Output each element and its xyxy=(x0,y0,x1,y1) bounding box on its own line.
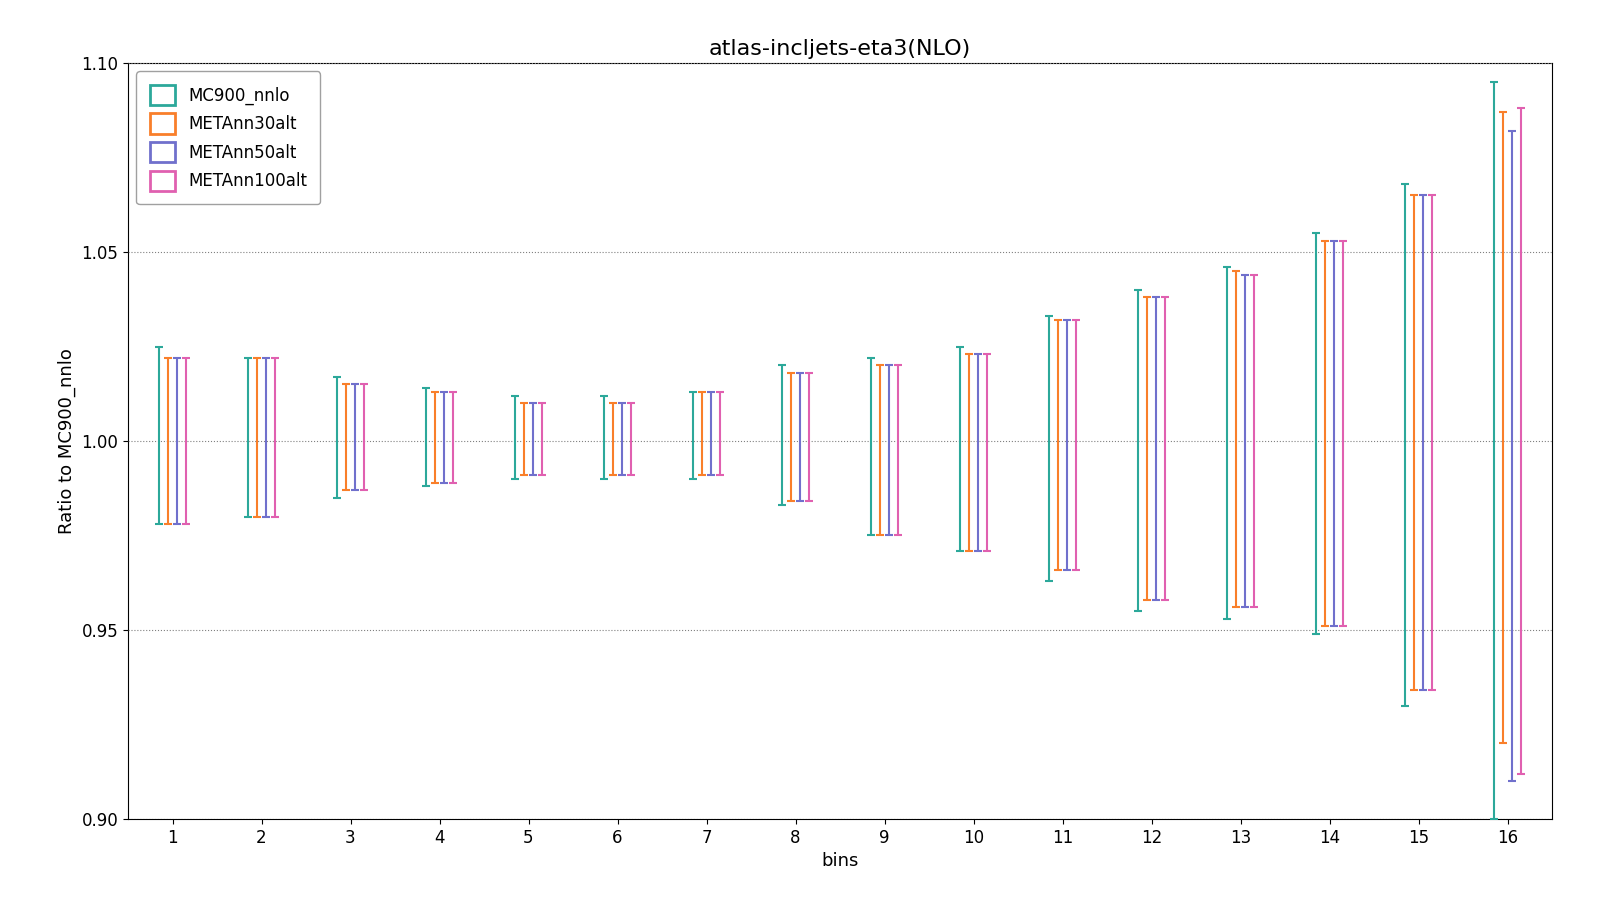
Legend: MC900_nnlo, METAnn30alt, METAnn50alt, METAnn100alt: MC900_nnlo, METAnn30alt, METAnn50alt, ME… xyxy=(136,71,320,204)
Title: atlas-incljets-eta3(NLO): atlas-incljets-eta3(NLO) xyxy=(709,39,971,58)
X-axis label: bins: bins xyxy=(821,852,859,870)
Y-axis label: Ratio to MC900_nnlo: Ratio to MC900_nnlo xyxy=(58,348,75,534)
